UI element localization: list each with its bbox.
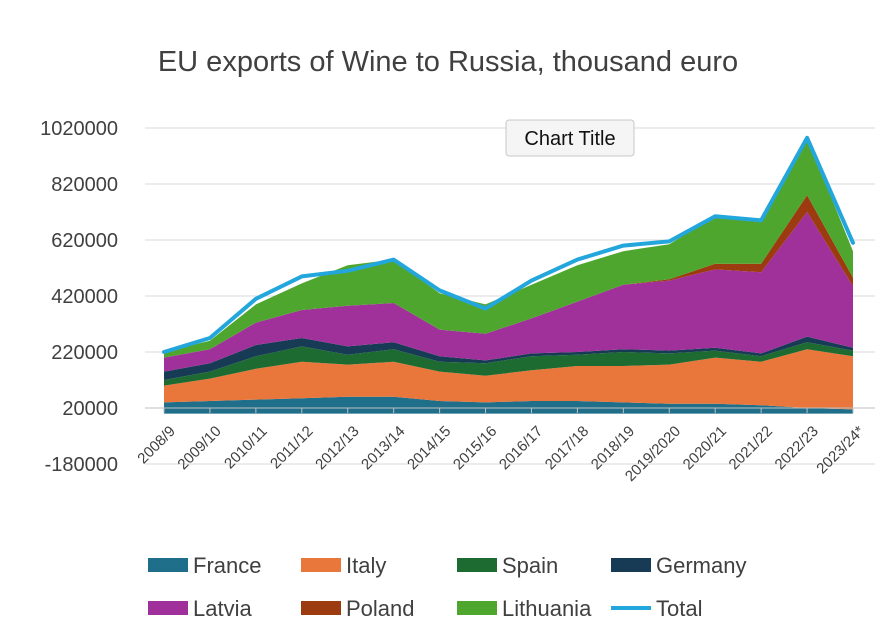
y-axis: 1020000 820000 620000 420000 220000 20000 -180… <box>40 118 118 476</box>
y-tick-label: 1020000 <box>40 118 118 140</box>
area-germany <box>164 336 853 380</box>
x-axis: 2008/92009/102010/112011/122012/132013/1… <box>134 407 875 485</box>
legend-item-france: France <box>148 553 261 578</box>
chart-title: EU exports of Wine to Russia, thousand e… <box>158 46 738 78</box>
x-tick-label: 2021/22 <box>726 423 776 473</box>
line-total <box>162 135 855 354</box>
x-tick-label: 2023/24* <box>813 423 868 478</box>
legend: France Italy Spain Germany Latvia Poland Lithu… <box>148 553 746 621</box>
y-tick-label: -180000 <box>45 454 118 476</box>
legend-swatch <box>301 601 341 615</box>
legend-label: Total <box>656 596 702 621</box>
legend-swatch <box>148 601 188 615</box>
total-line-layer <box>162 135 855 354</box>
legend-item-total: Total <box>611 596 702 621</box>
legend-item-italy: Italy <box>301 553 386 578</box>
area-lithuania <box>164 137 853 358</box>
legend-label: Spain <box>502 553 558 578</box>
x-tick-label: 2011/12 <box>267 423 317 473</box>
plot-area <box>164 137 853 414</box>
area-spain <box>164 342 853 386</box>
legend-label: Italy <box>346 553 386 578</box>
legend-item-spain: Spain <box>457 553 558 578</box>
legend-label: Germany <box>656 553 746 578</box>
tooltip-label: Chart Title <box>524 128 615 150</box>
y-tick-label: 820000 <box>51 174 118 196</box>
legend-swatch <box>457 558 497 572</box>
chart-title-tooltip: Chart Title <box>505 119 635 157</box>
legend-label: France <box>193 553 261 578</box>
x-tick-label: 2012/13 <box>312 423 362 473</box>
y-tick-label: 420000 <box>51 286 118 308</box>
x-tick-label: 2009/10 <box>174 423 224 473</box>
legend-label: Lithuania <box>502 596 592 621</box>
legend-label: Latvia <box>193 596 252 621</box>
area-france <box>164 396 853 414</box>
y-tick-label: 620000 <box>51 230 118 252</box>
legend-swatch <box>611 558 651 572</box>
x-tick-label: 2015/16 <box>450 423 500 473</box>
legend-swatch <box>457 601 497 615</box>
y-tick-label: 20000 <box>62 398 118 420</box>
legend-item-poland: Poland <box>301 596 415 621</box>
tooltip-box <box>505 119 635 157</box>
legend-swatch <box>301 558 341 572</box>
legend-label: Poland <box>346 596 415 621</box>
legend-item-lithuania: Lithuania <box>457 596 592 621</box>
x-tick-label: 2013/14 <box>358 423 408 473</box>
x-tick-label: 2017/18 <box>542 423 592 473</box>
x-tick-label: 2010/11 <box>221 423 271 473</box>
area-italy <box>164 349 853 410</box>
x-tick-label: 2020/21 <box>680 423 730 473</box>
y-tick-label: 220000 <box>51 342 118 364</box>
legend-item-latvia: Latvia <box>148 596 252 621</box>
area-latvia <box>164 212 853 372</box>
legend-item-germany: Germany <box>611 553 746 578</box>
x-tick-label: 2014/15 <box>404 423 454 473</box>
x-tick-label: 2008/9 <box>134 423 178 467</box>
x-tick-label: 2016/17 <box>496 423 546 473</box>
legend-swatch <box>148 558 188 572</box>
